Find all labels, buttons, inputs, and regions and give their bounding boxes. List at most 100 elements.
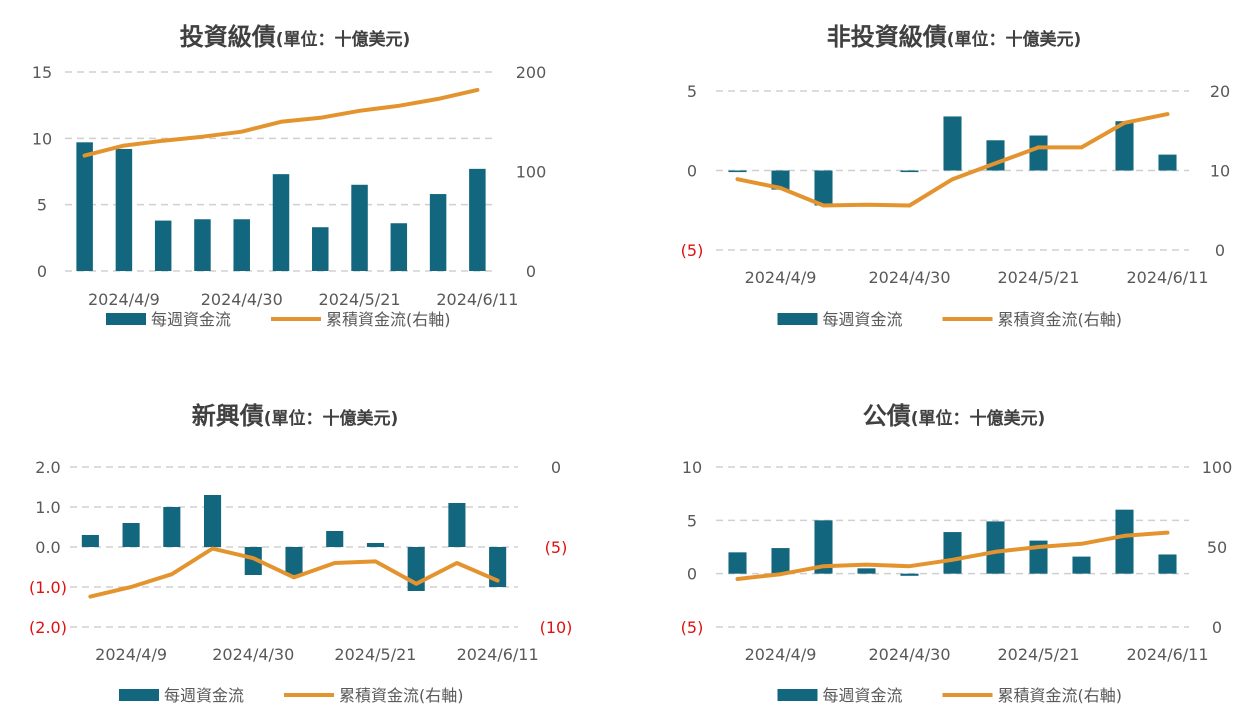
y-right-tick-label: 100 xyxy=(1202,458,1233,477)
legend-line-label: 累積資金流(右軸) xyxy=(326,310,451,329)
y-right-tick-label: 0 xyxy=(551,458,561,477)
x-tick-label: 2024/5/21 xyxy=(334,645,416,664)
flow-bar xyxy=(115,148,133,271)
cumulative-line xyxy=(82,87,480,158)
flow-bar xyxy=(244,547,262,575)
flow-bar xyxy=(943,116,962,171)
x-tick-label: 2024/4/9 xyxy=(745,268,817,287)
flow-bar xyxy=(203,495,222,547)
flow-bar xyxy=(76,142,93,271)
chart-title: 投資級債(單位：十億美元) xyxy=(180,23,411,51)
chart-subtitle: (單位：十億美元) xyxy=(911,408,1046,429)
legend-bar-swatch xyxy=(119,689,159,701)
y-left-tick-label: (5) xyxy=(681,241,704,260)
x-tick-label: 2024/4/9 xyxy=(95,645,167,664)
chart-title-main: 新興債 xyxy=(192,402,264,430)
y-right-tick-label: 50 xyxy=(1207,538,1227,557)
flow-bar xyxy=(1115,121,1134,171)
x-tick-label: 2024/5/21 xyxy=(997,645,1079,664)
flow-bar xyxy=(728,552,747,574)
flow-bar xyxy=(771,170,790,190)
y-left-tick-label: 5 xyxy=(687,82,697,101)
flow-bar xyxy=(1158,154,1177,171)
y-left-tick-label: 2.0 xyxy=(35,458,60,477)
flow-bar xyxy=(728,170,747,173)
flow-bar xyxy=(469,168,486,271)
y-left-tick-label: 0 xyxy=(687,565,697,584)
y-left-tick-label: (1.0) xyxy=(29,578,67,597)
x-tick-label: 2024/5/21 xyxy=(319,290,401,309)
y-right-tick-label: 0 xyxy=(526,262,536,281)
flow-bar xyxy=(312,227,329,271)
chart-title-main: 公債 xyxy=(863,402,911,430)
flow-bar xyxy=(1115,509,1134,574)
emerging-market-chart: 新興債(單位：十億美元) (2.0) (1.0) 0.0 1.0 2.0 (10) (5) 0 2… xyxy=(29,402,573,705)
chart-legend: 每週資金流 累積資金流(右軸) xyxy=(777,310,1123,329)
legend-line-label: 累積資金流(右軸) xyxy=(998,310,1123,329)
y-right-tick-label: 0 xyxy=(1215,241,1225,260)
chart-title: 非投資級債(單位：十億美元) xyxy=(827,23,1082,51)
x-tick-label: 2024/4/9 xyxy=(88,290,160,309)
flow-bar xyxy=(943,532,962,574)
flow-bar xyxy=(366,543,385,547)
high-yield-chart: 非投資級債(單位：十億美元) (5) 0 5 0 10 20 2024/4/9 2024/4/3… xyxy=(681,23,1231,329)
flow-bar xyxy=(986,521,1005,574)
flow-bar xyxy=(285,547,303,575)
flow-bar xyxy=(272,174,290,271)
y-left-tick-label: 10 xyxy=(682,458,702,477)
flow-bar xyxy=(154,220,172,271)
x-tick-label: 2024/4/9 xyxy=(745,645,817,664)
y-left-tick-label: 5 xyxy=(37,196,47,215)
flow-bar xyxy=(390,223,408,271)
legend-bar-label: 每週資金流 xyxy=(164,686,244,705)
flow-bar xyxy=(814,520,833,574)
flow-bar xyxy=(1158,554,1177,574)
y-left-tick-label: 1.0 xyxy=(35,498,60,517)
y-left-tick-label: 5 xyxy=(687,511,697,530)
legend-bar-label: 每週資金流 xyxy=(823,686,903,705)
y-right-tick-label: (10) xyxy=(540,618,573,637)
x-tick-label: 2024/5/21 xyxy=(997,268,1079,287)
x-tick-label: 2024/4/30 xyxy=(212,645,294,664)
flow-bar xyxy=(448,503,466,547)
y-left-tick-label: 0.0 xyxy=(35,538,60,557)
investment-grade-chart: 投資級債(單位：十億美元) 0 5 10 15 0 100 200 2024/4/9 2024/4… xyxy=(32,23,547,329)
legend-bar-swatch xyxy=(777,689,818,701)
flow-bar xyxy=(900,170,919,173)
flow-bar xyxy=(429,194,447,271)
y-right-tick-label: 100 xyxy=(516,163,547,182)
y-left-tick-label: 0 xyxy=(687,162,697,181)
flow-bar xyxy=(1029,135,1048,171)
chart-title-main: 投資級債 xyxy=(180,23,276,51)
y-left-tick-label: 0 xyxy=(37,262,47,281)
flow-bar xyxy=(233,219,250,271)
x-tick-label: 2024/6/11 xyxy=(457,645,539,664)
y-left-tick-label: (2.0) xyxy=(29,618,67,637)
legend-bar-swatch xyxy=(106,313,146,325)
y-right-tick-label: 0 xyxy=(1212,618,1222,637)
y-right-tick-label: (5) xyxy=(545,538,568,557)
flow-bar xyxy=(194,219,211,271)
flow-bar xyxy=(81,535,99,547)
x-tick-label: 2024/6/11 xyxy=(436,290,518,309)
x-tick-label: 2024/6/11 xyxy=(1126,645,1208,664)
x-tick-label: 2024/6/11 xyxy=(1126,268,1208,287)
chart-title: 公債(單位：十億美元) xyxy=(863,402,1046,430)
x-tick-label: 2024/4/30 xyxy=(201,290,283,309)
chart-legend: 每週資金流 累積資金流(右軸) xyxy=(119,686,464,705)
legend-bar-label: 每週資金流 xyxy=(823,310,903,329)
y-left-tick-label: 15 xyxy=(32,63,52,82)
y-right-tick-label: 20 xyxy=(1210,82,1230,101)
y-left-tick-label: 10 xyxy=(32,129,52,148)
flow-bar xyxy=(1072,556,1091,574)
legend-line-label: 累積資金流(右軸) xyxy=(998,686,1123,705)
y-right-tick-label: 10 xyxy=(1210,162,1230,181)
y-left-tick-label: (5) xyxy=(681,618,704,637)
cumulative-line xyxy=(735,530,1170,581)
flow-bar xyxy=(814,170,833,206)
legend-line-label: 累積資金流(右軸) xyxy=(339,686,464,705)
chart-subtitle: (單位：十億美元) xyxy=(276,29,411,50)
flow-bar xyxy=(771,548,790,574)
chart-title: 新興債(單位：十億美元) xyxy=(192,402,399,430)
